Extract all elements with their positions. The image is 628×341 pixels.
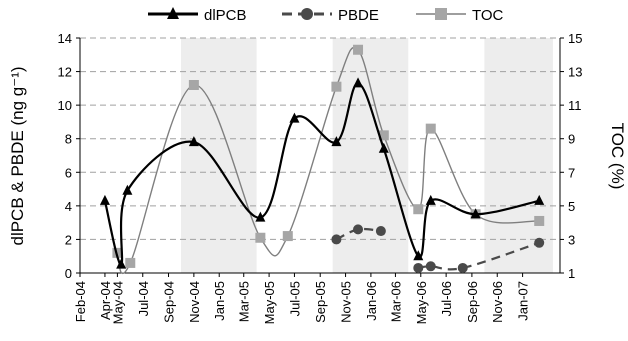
x-tick-label-9: Jul-05	[287, 281, 302, 316]
x-tick-label-5: Nov-04	[187, 281, 202, 323]
right-tick-label-7: 15	[568, 31, 582, 46]
right-tick-label-4: 9	[568, 132, 575, 147]
shaded-bands	[180, 38, 553, 273]
left-tick-label-5: 10	[58, 98, 72, 113]
series-dlPCB-point-5	[289, 112, 300, 123]
series-dlPCB-point-8	[378, 142, 389, 153]
series-TOC-point-9	[425, 123, 436, 134]
right-tick-label-0: 1	[568, 266, 575, 281]
legend-marker-PBDE	[301, 8, 313, 20]
x-tick-label-0: Feb-04	[73, 281, 88, 322]
x-tick-label-11: Nov-05	[339, 281, 354, 323]
series-TOC-point-1	[125, 257, 136, 268]
x-tick-label-6: Jan-05	[212, 281, 227, 321]
series-dlPCB-point-1	[116, 258, 127, 269]
x-tick-label-4: Sep-04	[162, 281, 177, 323]
series-dlPCB-point-2	[122, 184, 133, 195]
right-tick-label-5: 11	[568, 98, 582, 113]
series-PBDE-point-1	[353, 224, 364, 235]
series-TOC-point-3	[255, 232, 266, 243]
left-tick-label-1: 2	[65, 232, 72, 247]
shaded-band-1	[332, 38, 409, 273]
right-tick-label-3: 7	[568, 165, 575, 180]
legend-marker-dlPCB	[167, 7, 179, 19]
series-layer	[99, 44, 545, 274]
series-PBDE-point-0	[331, 234, 342, 245]
series-PBDE	[331, 224, 545, 273]
x-tick-label-2: May-04	[110, 281, 125, 324]
legend-marker-TOC	[435, 8, 447, 20]
left-tick-label-7: 14	[58, 31, 72, 46]
series-TOC	[112, 44, 545, 274]
y2-axis-title: TOC (%)	[608, 123, 627, 190]
x-tick-label-10: Sep-05	[313, 281, 328, 323]
series-dlPCB	[99, 77, 545, 269]
left-tick-label-2: 4	[65, 199, 72, 214]
left-tick-label-3: 6	[65, 165, 72, 180]
shaded-band-0	[180, 38, 257, 273]
axes	[76, 37, 564, 277]
left-tick-label-0: 0	[65, 266, 72, 281]
series-TOC-point-2	[188, 80, 199, 90]
series-PBDE-point-6	[534, 237, 545, 248]
series-PBDE-point-3	[413, 262, 424, 273]
left-tick-labels: 0 2 4 6 8 10 12 14	[58, 31, 72, 281]
x-tick-label-16: Sep-06	[465, 281, 480, 323]
series-dlPCB-point-10	[425, 194, 436, 205]
series-dlPCB-point-7	[353, 77, 364, 88]
series-TOC-point-4	[282, 231, 293, 242]
x-tick-label-3: Jul-04	[136, 281, 151, 316]
series-dlPCB-point-12	[534, 194, 545, 205]
x-tick-label-18: Jan-07	[516, 281, 531, 321]
series-TOC-point-5	[331, 81, 342, 92]
series-TOC-point-11	[534, 215, 545, 226]
x-tick-label-8: May-05	[262, 281, 277, 324]
left-tick-label-6: 12	[58, 65, 72, 80]
y-axis-title: dlPCB & PBDE (ng g⁻¹)	[8, 66, 27, 245]
series-dlPCB-point-6	[331, 136, 342, 147]
series-PBDE-point-4	[425, 261, 436, 272]
x-tick-label-15: Jul-06	[439, 281, 454, 316]
legend-label-dlPCB: dlPCB	[204, 7, 247, 24]
x-tick-label-13: Mar-06	[388, 281, 403, 322]
left-tick-label-4: 8	[65, 132, 72, 147]
series-TOC-point-7	[378, 130, 389, 141]
series-PBDE-point-2	[375, 226, 386, 237]
right-tick-label-1: 3	[568, 232, 575, 247]
series-TOC-point-8	[413, 204, 424, 215]
x-tick-label-1: Apr-04	[98, 281, 113, 320]
x-tick-label-14: May-06	[414, 281, 429, 324]
right-tick-label-2: 5	[568, 199, 575, 214]
series-PBDE-point-5	[457, 262, 468, 273]
series-dlPCB-point-3	[188, 136, 199, 147]
series-dlPCB-point-11	[470, 208, 481, 219]
x-tick-label-7: Mar-05	[237, 281, 252, 322]
x-tick-label-12: Jan-06	[364, 281, 379, 321]
shaded-band-2	[484, 38, 553, 273]
legend-label-TOC: TOC	[472, 7, 504, 24]
legend: dlPCB PBDE TOC	[148, 7, 504, 24]
series-TOC-point-6	[353, 44, 364, 55]
right-tick-label-6: 13	[568, 65, 582, 80]
legend-label-PBDE: PBDE	[338, 7, 379, 24]
series-dlPCB-point-9	[413, 250, 424, 261]
series-dlPCB-line	[103, 82, 540, 266]
series-dlPCB-point-0	[99, 194, 110, 205]
x-tick-label-17: Nov-06	[490, 281, 505, 323]
series-dlPCB-point-4	[255, 211, 266, 222]
